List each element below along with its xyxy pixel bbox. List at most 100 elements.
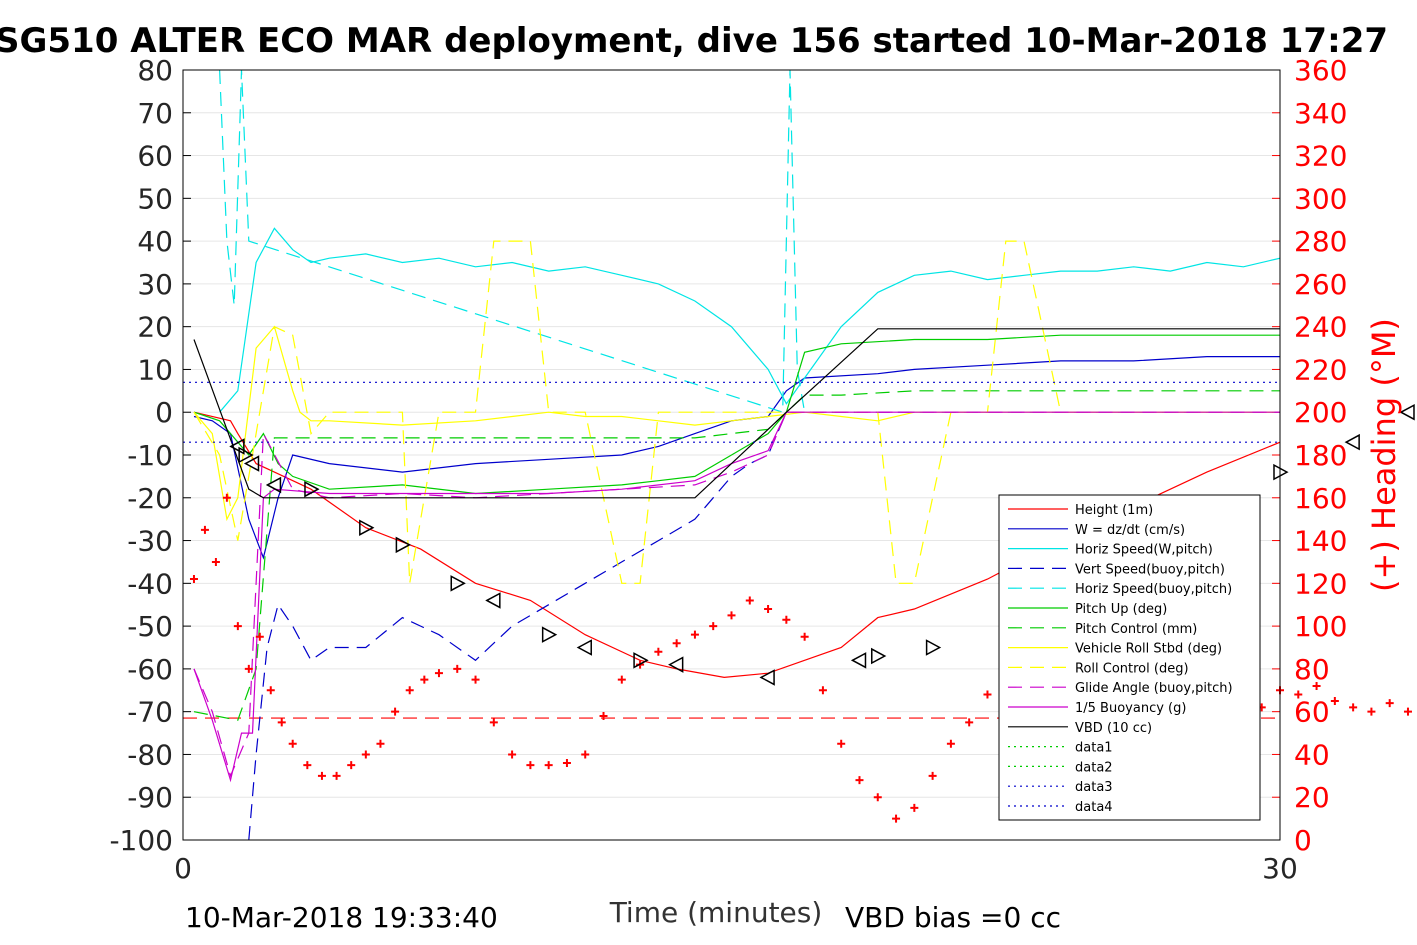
y-tick-label-right: 140 — [1294, 525, 1347, 558]
heading-point — [508, 750, 517, 759]
heading-point — [727, 611, 736, 620]
heading-point — [244, 664, 253, 673]
depth-marker — [759, 669, 775, 686]
heading-point — [855, 776, 864, 785]
right-y-axis-label: (+) Heading (°M) — [1365, 318, 1403, 592]
legend-label: VBD (10 cc) — [1075, 721, 1152, 736]
y-tick-label-left: 10 — [137, 353, 173, 386]
heading-point — [288, 739, 297, 748]
heading-point — [946, 739, 955, 748]
depth-marker — [238, 446, 254, 464]
legend-label: Pitch Up (deg) — [1075, 602, 1167, 617]
heading-point — [189, 575, 198, 584]
legend-label: Vert Speed(buoy,pitch) — [1075, 562, 1225, 577]
heading-point — [617, 675, 626, 684]
y-tick-label-left: 0 — [155, 396, 173, 429]
y-tick-label-right: 360 — [1294, 54, 1347, 87]
right-y-axis: 3603403203002802602402202001801601401201… — [1272, 54, 1347, 857]
y-tick-label-right: 20 — [1294, 781, 1330, 814]
heading-point — [654, 647, 663, 656]
heading-point — [471, 675, 480, 684]
heading-point — [222, 493, 231, 502]
vbd-bias-footer: VBD bias =0 cc — [845, 901, 1061, 934]
legend-label: Horiz Speed(buoy,pitch) — [1075, 582, 1232, 597]
heading-point — [800, 632, 809, 641]
heading-point — [420, 675, 429, 684]
heading-point — [255, 632, 264, 641]
heading-point — [211, 557, 220, 566]
heading-point — [317, 771, 326, 780]
y-tick-label-right: 40 — [1294, 738, 1330, 771]
legend-label: 1/5 Buoyancy (g) — [1075, 701, 1186, 716]
heading-point — [581, 750, 590, 759]
legend-label: Pitch Control (mm) — [1075, 622, 1197, 637]
y-tick-label-right: 80 — [1294, 653, 1330, 686]
legend-label: data3 — [1075, 780, 1113, 795]
depth-marker — [871, 647, 887, 665]
depth-marker — [450, 575, 466, 592]
heading-point — [1403, 707, 1412, 716]
series-line — [193, 411, 1280, 783]
y-tick-label-right: 320 — [1294, 140, 1347, 173]
y-tick-label-right: 200 — [1294, 396, 1347, 429]
series-line — [193, 355, 1280, 560]
y-tick-label-right: 160 — [1294, 482, 1347, 515]
y-tick-label-left: 20 — [137, 311, 173, 344]
heading-point — [332, 771, 341, 780]
heading-point — [391, 707, 400, 716]
y-tick-label-left: -50 — [127, 610, 173, 643]
y-tick-label-right: 340 — [1294, 97, 1347, 130]
legend-label: data4 — [1075, 800, 1113, 815]
y-tick-label-left: -20 — [127, 482, 173, 515]
heading-point — [928, 771, 937, 780]
heading-point — [1367, 707, 1376, 716]
legend-label: data2 — [1075, 760, 1113, 775]
heading-point — [672, 639, 681, 648]
y-tick-label-left: 80 — [137, 54, 173, 87]
heading-point — [965, 718, 974, 727]
heading-point — [837, 739, 846, 748]
depth-marker — [243, 455, 260, 472]
depth-marker — [395, 536, 411, 554]
legend-label: W = dz/dt (cm/s) — [1075, 523, 1185, 538]
series-layer — [183, 70, 1415, 840]
heading-point — [1330, 696, 1339, 705]
heading-point — [526, 761, 535, 770]
depth-marker — [850, 652, 867, 669]
y-tick-label-left: -100 — [109, 824, 173, 857]
heading-point — [892, 814, 901, 823]
depth-marker — [541, 626, 558, 643]
depth-marker — [633, 652, 649, 669]
depth-marker — [485, 592, 501, 609]
heading-point — [690, 630, 699, 639]
legend-label: Horiz Speed(W,pitch) — [1075, 543, 1213, 558]
heading-point — [910, 803, 919, 812]
y-tick-label-right: 280 — [1294, 225, 1347, 258]
heading-point — [233, 622, 242, 631]
heading-point — [1312, 682, 1321, 690]
heading-point — [266, 686, 275, 695]
y-tick-label-left: -90 — [127, 781, 173, 814]
heading-point — [764, 605, 773, 613]
chart-title: SG510 ALTER ECO MAR deployment, dive 156… — [0, 21, 1388, 61]
y-tick-label-right: 120 — [1294, 567, 1347, 600]
heading-point — [361, 750, 370, 759]
x-tick-label: 0 — [174, 852, 192, 885]
heading-point — [303, 761, 312, 770]
timestamp-footer: 10-Mar-2018 19:33:40 — [185, 901, 498, 934]
x-axis: 0 30 — [174, 832, 1298, 885]
left-y-axis: 80 70 60 50 40 30 20 10 0 -10 -20 -30 -40 -50 -60 -70 -8… — [109, 54, 191, 857]
series-line — [193, 390, 1280, 721]
depth-marker — [229, 438, 245, 455]
y-tick-label-right: 240 — [1294, 311, 1347, 344]
depth-marker — [576, 639, 592, 656]
legend-label: Glide Angle (buoy,pitch) — [1075, 681, 1233, 696]
y-tick-label-right: 180 — [1294, 439, 1347, 472]
y-tick-label-left: 50 — [137, 182, 173, 215]
y-tick-label-left: -80 — [127, 738, 173, 771]
heading-point — [489, 718, 498, 727]
y-tick-label-left: 60 — [137, 140, 173, 173]
y-tick-label-left: -10 — [127, 439, 173, 472]
legend-label: data1 — [1075, 741, 1113, 756]
